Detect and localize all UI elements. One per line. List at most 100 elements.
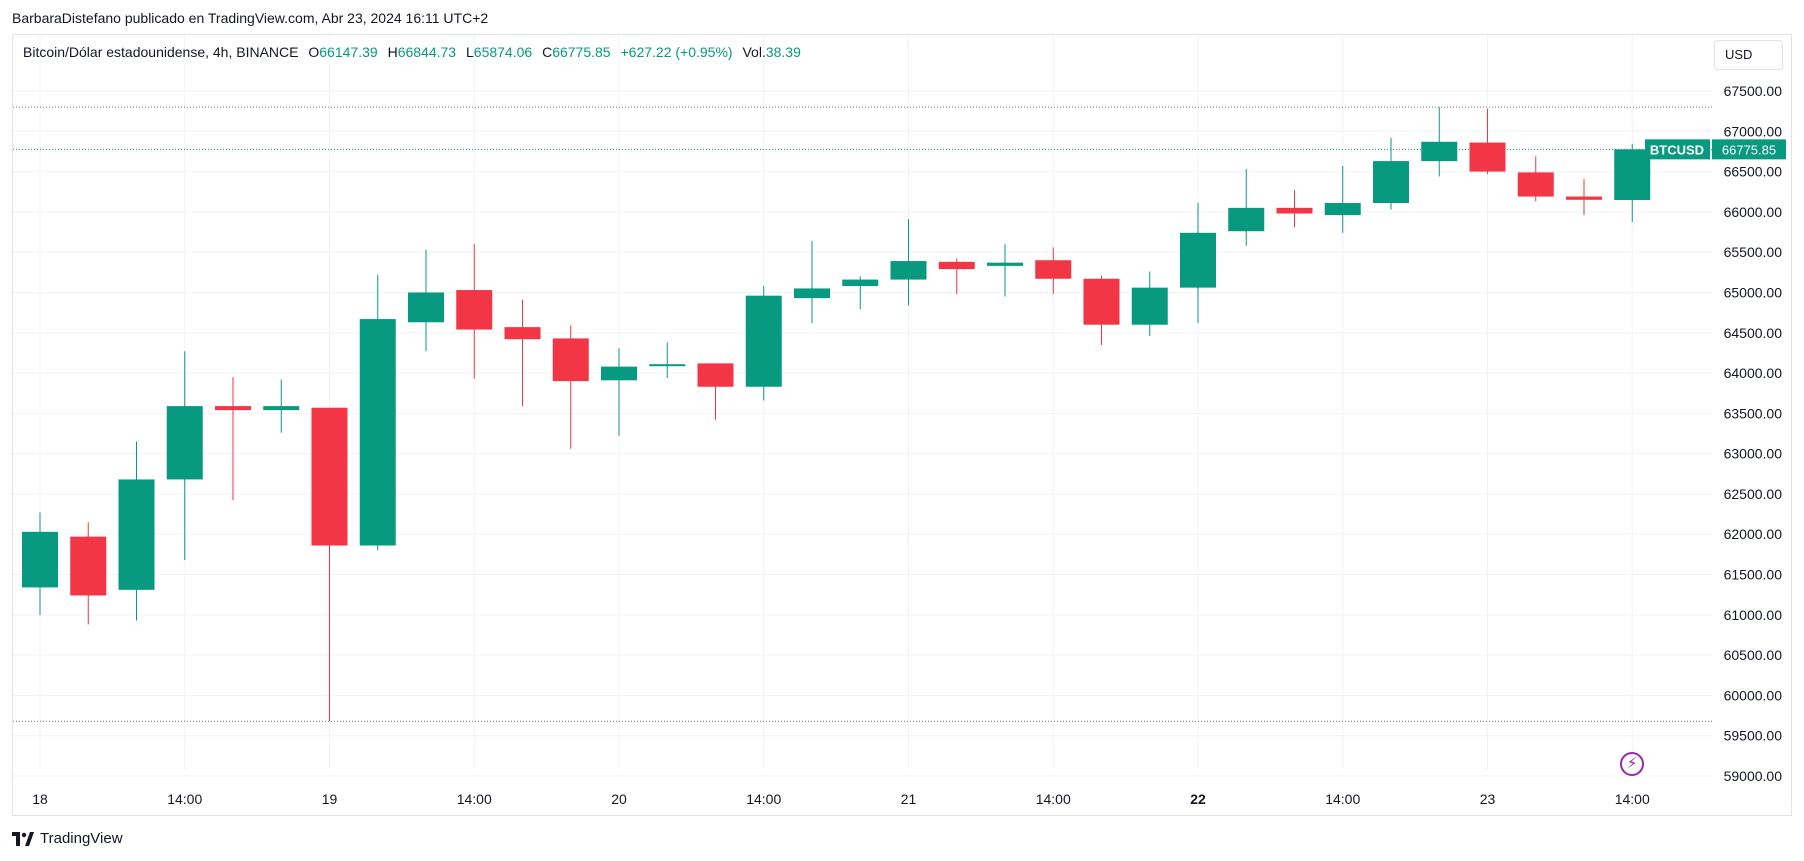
tradingview-brand[interactable]: TradingView xyxy=(12,830,123,847)
candle-body xyxy=(1421,141,1458,162)
candle xyxy=(794,240,830,324)
symbol-tag-bg xyxy=(1645,139,1710,160)
low-label: L xyxy=(465,44,474,60)
time-tick-label: 14:00 xyxy=(1615,791,1650,807)
candle-body xyxy=(938,261,975,270)
high-label: H xyxy=(387,44,398,60)
time-tick-label: 20 xyxy=(611,791,627,807)
candle-body xyxy=(794,288,830,299)
low-value: 65874.06 xyxy=(473,44,533,60)
candle-body xyxy=(1035,260,1072,279)
candle-body xyxy=(552,338,589,382)
price-tag-bg xyxy=(1712,139,1786,160)
candle xyxy=(1469,108,1506,175)
volume-value: 38.39 xyxy=(765,44,801,60)
candle xyxy=(842,276,879,310)
candle xyxy=(649,342,686,378)
candle-body xyxy=(1180,232,1216,288)
candle xyxy=(311,407,348,722)
lightning-icon[interactable]: ⚡ xyxy=(1620,752,1644,776)
brand-name: TradingView xyxy=(40,830,123,847)
candle-body xyxy=(1517,172,1554,197)
candle xyxy=(1131,271,1168,336)
last-price-tag: BTCUSD 66775.85 xyxy=(1645,139,1786,160)
candle xyxy=(938,258,975,295)
tradingview-logo-icon xyxy=(12,831,34,846)
publisher-line: BarbaraDistefano publicado en TradingVie… xyxy=(12,10,489,26)
price-tick-label: 63000.00 xyxy=(1724,446,1783,462)
ohlc-legend: Bitcoin/Dólar estadounidense, 4h, BINANC… xyxy=(23,44,801,60)
symbol-tag: BTCUSD xyxy=(1650,142,1704,157)
candle-body xyxy=(601,366,637,381)
change-value: +627.22 (+0.95%) xyxy=(620,44,733,60)
candle-body xyxy=(649,364,686,367)
close-value: 66775.85 xyxy=(552,44,611,60)
candle xyxy=(1228,169,1265,246)
candle xyxy=(408,249,444,352)
price-tick-label: 59500.00 xyxy=(1724,728,1783,744)
price-axis: 67500.00 67000.00 66500.00 66000.00 65500.00… xyxy=(1724,83,1783,784)
time-tick-label: 18 xyxy=(32,791,48,807)
candle xyxy=(1324,165,1361,233)
candle xyxy=(456,244,493,379)
candle-body xyxy=(215,406,251,411)
time-tick-label: 23 xyxy=(1480,791,1496,807)
price-tick-label: 64000.00 xyxy=(1724,365,1783,381)
candle xyxy=(1614,143,1651,223)
price-tick-label: 62000.00 xyxy=(1724,526,1783,542)
candle-body xyxy=(1614,149,1651,201)
price-tick-label: 61500.00 xyxy=(1724,567,1783,583)
price-tick-label: 65000.00 xyxy=(1724,284,1783,300)
candle xyxy=(504,299,541,407)
time-tick-label: 14:00 xyxy=(167,791,202,807)
grid-lines xyxy=(13,35,1712,777)
time-tick-label: 14:00 xyxy=(1036,791,1071,807)
candle-body xyxy=(166,406,203,480)
price-tick-label: 66500.00 xyxy=(1724,164,1783,180)
candle xyxy=(1566,178,1602,216)
candle xyxy=(1276,190,1313,228)
price-tick-label: 64500.00 xyxy=(1724,325,1783,341)
candle-body xyxy=(22,531,58,588)
currency-button[interactable]: USD xyxy=(1714,40,1783,70)
candle-body xyxy=(408,292,444,323)
candle xyxy=(166,351,203,561)
candle xyxy=(22,512,58,615)
price-tick-label: 65500.00 xyxy=(1724,244,1783,260)
candle-body xyxy=(1469,142,1506,172)
volume-label: Vol. xyxy=(742,44,766,60)
candle-body xyxy=(1131,287,1168,325)
candle xyxy=(697,363,734,420)
price-tick-label: 67500.00 xyxy=(1724,83,1783,99)
candle-body xyxy=(1276,207,1313,214)
candle-body xyxy=(1324,203,1361,216)
time-tick-label: 22 xyxy=(1190,791,1206,807)
candle xyxy=(1517,156,1554,202)
candle-body xyxy=(987,262,1023,266)
candle-body xyxy=(1566,196,1602,200)
symbol-description: Bitcoin/Dólar estadounidense, 4h, BINANC… xyxy=(23,44,299,60)
price-tick-label: 63500.00 xyxy=(1724,405,1783,421)
high-value: 66844.73 xyxy=(397,44,457,60)
candle xyxy=(1421,107,1458,177)
candle xyxy=(1035,247,1072,295)
candle-body xyxy=(263,406,300,411)
candle-body xyxy=(504,327,541,340)
price-tick-label: 67000.00 xyxy=(1724,123,1783,139)
candle-body xyxy=(311,407,348,546)
candle xyxy=(1180,203,1216,324)
price-tag: 66775.85 xyxy=(1722,142,1776,157)
candle xyxy=(263,379,300,433)
candle-body xyxy=(842,279,879,287)
price-tick-label: 61000.00 xyxy=(1724,607,1783,623)
candle xyxy=(118,441,155,621)
candle-body xyxy=(890,261,927,280)
candle-body xyxy=(745,295,782,387)
candle xyxy=(745,286,782,401)
candles xyxy=(22,107,1651,722)
price-tick-label: 60500.00 xyxy=(1724,647,1783,663)
candle xyxy=(987,244,1023,297)
time-tick-label: 14:00 xyxy=(1325,791,1360,807)
price-tick-label: 60000.00 xyxy=(1724,687,1783,703)
